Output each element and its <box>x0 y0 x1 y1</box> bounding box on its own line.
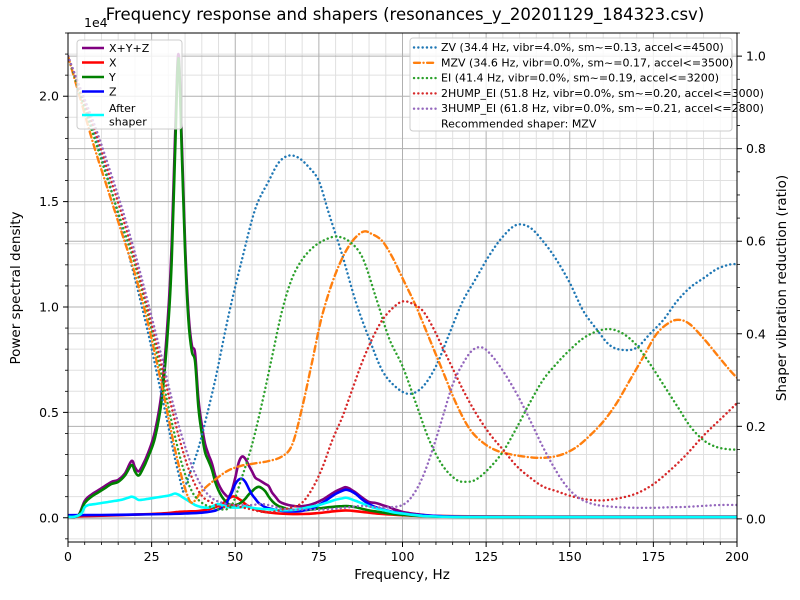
tick-label-y-right: 0.4 <box>746 326 766 341</box>
tick-label-x: 100 <box>391 549 415 564</box>
shaper-curve-ei <box>68 54 737 511</box>
tick-label-y-right: 0.8 <box>746 141 766 156</box>
legend-shapers-box <box>409 37 733 132</box>
legend-item-2hump-ei: 2HUMP_EI (51.8 Hz, vibr=0.0%, sm~=0.20, … <box>412 87 764 100</box>
shaper-curve-3hump-ei <box>68 54 737 511</box>
tick-label-x: 25 <box>144 549 160 564</box>
tick-label-y-left: 1.0 <box>39 299 59 314</box>
legend-label-zv: ZV (34.4 Hz, vibr=4.0%, sm~=0.13, accel<… <box>441 41 724 54</box>
legend-item-x: X <box>82 57 117 70</box>
series-group <box>68 52 737 519</box>
legend-label-ei: EI (41.4 Hz, vibr=0.0%, sm~=0.19, accel<… <box>441 72 719 85</box>
legend-item-ei: EI (41.4 Hz, vibr=0.0%, sm~=0.19, accel<… <box>412 72 719 85</box>
tick-label-y-right: 0.6 <box>746 234 766 249</box>
psd-curve-x-y-z <box>68 52 737 519</box>
legend-item-zv: ZV (34.4 Hz, vibr=4.0%, sm~=0.13, accel<… <box>412 41 724 54</box>
tick-label-y-left: 0.5 <box>39 405 59 420</box>
tick-label-y-right: 1.0 <box>746 49 766 64</box>
shaper-curve-mzv <box>68 54 737 504</box>
tick-label-y-left: 1.5 <box>39 194 59 209</box>
shaper-curve-2hump-ei <box>68 54 737 514</box>
tick-label-x: 150 <box>558 549 582 564</box>
legend-item-y: Y <box>82 71 116 84</box>
legend-item-x-y-z: X+Y+Z <box>82 42 150 55</box>
legend-label-z: Z <box>109 86 117 99</box>
axis-tick-labels: 0 25 50 75 100 125 150 175 200 0.0 0.5 1.0 1.5 2.0 0.0… <box>39 49 766 564</box>
legend-label-after-shaper: After <box>109 102 136 115</box>
y-axis-label-left: Power spectral density <box>8 211 24 364</box>
psd-curve-y <box>68 56 737 519</box>
axis-ticks <box>63 32 742 547</box>
tick-label-x: 75 <box>311 549 327 564</box>
legend-recommended-shaper-note: Recommended shaper: MZV <box>441 118 597 131</box>
legend-shapers: ZV (34.4 Hz, vibr=4.0%, sm~=0.13, accel<… <box>409 37 764 132</box>
tick-label-y-left: 0.0 <box>39 510 59 525</box>
psd-curve-after-shaper <box>68 492 737 519</box>
y-axis-label-right: Shaper vibration reduction (ratio) <box>774 175 790 401</box>
legend-label-y: Y <box>108 71 116 84</box>
legend-item-3hump-ei: 3HUMP_EI (61.8 Hz, vibr=0.0%, sm~=0.21, … <box>412 102 764 115</box>
tick-label-y-left: 2.0 <box>39 89 59 104</box>
tick-label-x: 125 <box>474 549 498 564</box>
legend-label-after-shaper: shaper <box>109 116 147 129</box>
y-axis-offset-text: 1e4 <box>84 15 108 30</box>
tick-label-x: 200 <box>725 549 749 564</box>
legend-label-mzv: MZV (34.6 Hz, vibr=0.0%, sm~=0.17, accel… <box>441 56 733 69</box>
shaper-curve-zv <box>68 54 737 493</box>
legend-label-2hump-ei: 2HUMP_EI (51.8 Hz, vibr=0.0%, sm~=0.20, … <box>441 87 764 100</box>
legend-label-x: X <box>109 57 117 70</box>
tick-label-x: 175 <box>641 549 665 564</box>
legend-label-3hump-ei: 3HUMP_EI (61.8 Hz, vibr=0.0%, sm~=0.21, … <box>441 102 764 115</box>
tick-label-y-right: 0.0 <box>746 511 766 526</box>
legend-label-x-y-z: X+Y+Z <box>109 42 150 55</box>
x-axis-label: Frequency, Hz <box>354 567 450 583</box>
tick-label-x: 0 <box>64 549 72 564</box>
tick-label-x: 50 <box>227 549 243 564</box>
tick-label-y-right: 0.2 <box>746 419 766 434</box>
legend-item-z: Z <box>82 86 117 99</box>
chart-title: Frequency response and shapers (resonanc… <box>106 5 705 25</box>
legend-item-mzv: MZV (34.6 Hz, vibr=0.0%, sm~=0.17, accel… <box>412 56 733 69</box>
